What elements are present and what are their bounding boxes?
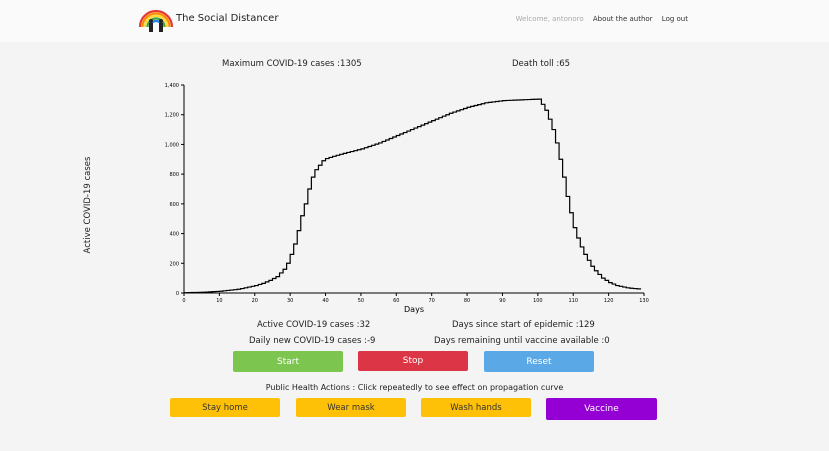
y-tick-label: 400 (169, 232, 179, 238)
y-tick-label: 200 (169, 261, 179, 267)
y-tick-label: 600 (169, 202, 179, 208)
x-tick-label: 130 (639, 298, 649, 304)
x-tick-label: 110 (568, 298, 578, 304)
x-tick-label: 10 (216, 298, 222, 304)
x-tick-label: 50 (358, 298, 364, 304)
reset-button[interactable]: Reset (484, 351, 594, 372)
stop-button[interactable]: Stop (358, 351, 468, 371)
wash-hands-button[interactable]: Wash hands (421, 398, 531, 417)
x-tick-label: 30 (287, 298, 293, 304)
death-toll-text: Death toll :65 (512, 59, 571, 69)
nav-links: Welcome, antonoro About the author Log o… (509, 15, 688, 23)
x-tick-label: 80 (464, 298, 470, 304)
x-axis-label: Days (404, 305, 424, 314)
x-tick-label: 20 (252, 298, 258, 304)
daily-new-text: Daily new COVID-19 cases :-9 (249, 336, 376, 346)
welcome-text: Welcome, antonoro (515, 15, 584, 23)
stay-home-button[interactable]: Stay home (170, 398, 280, 417)
start-button[interactable]: Start (233, 351, 343, 372)
x-tick-label: 120 (604, 298, 614, 304)
x-tick-label: 40 (322, 298, 328, 304)
wear-mask-button[interactable]: Wear mask (296, 398, 406, 417)
max-cases-text: Maximum COVID-19 cases :1305 (222, 59, 362, 69)
brand-title[interactable]: The Social Distancer (176, 13, 279, 24)
x-tick-label: 90 (499, 298, 505, 304)
rainbow-logo-icon (138, 9, 174, 32)
x-tick-label: 60 (393, 298, 399, 304)
top-navbar: The Social Distancer Welcome, antonoro A… (0, 0, 829, 42)
logout-link[interactable]: Log out (661, 15, 688, 23)
days-remaining-text: Days remaining until vaccine available :… (434, 336, 610, 346)
public-health-actions-label: Public Health Actions : Click repeatedly… (265, 383, 564, 392)
cases-series-line (184, 98, 642, 294)
y-tick-label: 1,400 (165, 83, 179, 89)
y-tick-label: 1,200 (165, 113, 179, 119)
y-tick-label: 0 (176, 291, 179, 297)
x-tick-label: 0 (182, 298, 185, 304)
y-tick-label: 800 (169, 172, 179, 178)
vaccine-button[interactable]: Vaccine (546, 398, 657, 420)
days-since-text: Days since start of epidemic :129 (452, 320, 595, 330)
y-tick-label: 1,000 (165, 142, 179, 148)
active-cases-text: Active COVID-19 cases :32 (257, 320, 371, 330)
x-tick-label: 70 (429, 298, 435, 304)
cases-chart: 0 10 20 30 40 50 60 70 80 90 100 110 120 130 0 200 400 60… (165, 83, 649, 314)
about-author-link[interactable]: About the author (592, 15, 653, 23)
x-tick-label: 100 (533, 298, 543, 304)
